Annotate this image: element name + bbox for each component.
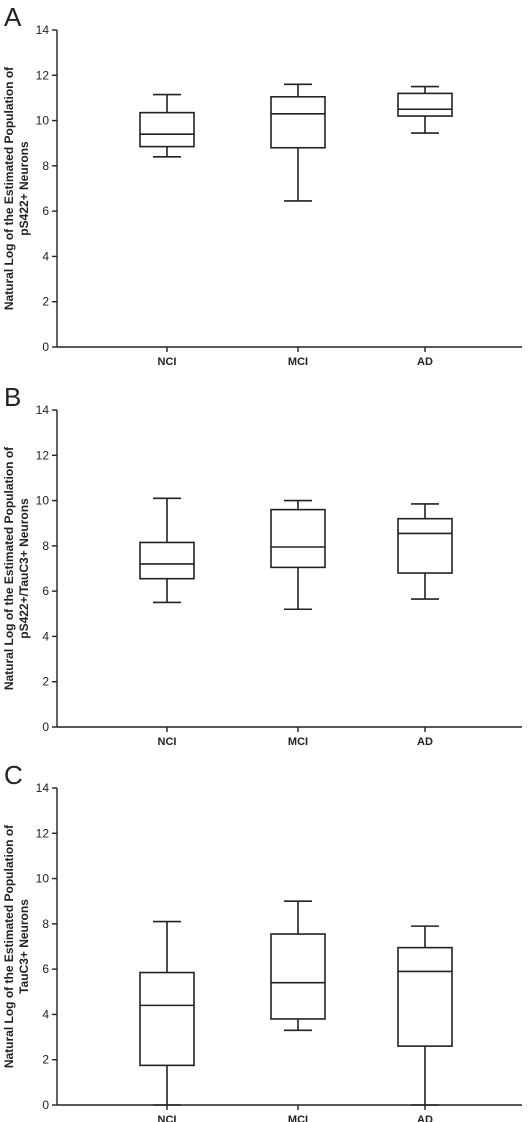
x-category-label: AD	[417, 356, 433, 368]
iqr-box	[270, 95, 326, 149]
x-category-label: MCI	[288, 736, 308, 748]
iqr-box	[397, 517, 453, 574]
y-tick-label: 6	[42, 584, 49, 598]
y-tick-label: 8	[42, 539, 49, 553]
y-tick-label: 8	[42, 917, 49, 931]
box-nci	[139, 497, 195, 604]
chart-panel-c: C Natural Log of the Estimated Population…	[2, 760, 522, 1122]
iqr-box	[139, 111, 195, 148]
x-category-label: MCI	[288, 356, 308, 368]
y-tick-label: 10	[36, 114, 50, 128]
x-category-label: NCI	[158, 1114, 177, 1122]
y-tick-label: 14	[36, 781, 50, 795]
y-tick-label: 14	[36, 23, 50, 37]
y-tick-label: 10	[36, 872, 50, 886]
y-tick-label: 8	[42, 159, 49, 173]
y-tick-label: 2	[42, 295, 49, 309]
y-tick-label: 4	[42, 1007, 49, 1021]
y-axis-title-line: Natural Log of the Estimated Population …	[2, 66, 16, 310]
y-axis-title-line: pS422+/TauC3+ Neurons	[17, 498, 31, 639]
y-tick-label: 12	[36, 68, 50, 82]
box-mci	[270, 499, 326, 611]
x-category-label: NCI	[158, 736, 177, 748]
iqr-box	[270, 508, 326, 569]
y-axis-title-line: Natural Log of the Estimated Population …	[2, 824, 16, 1068]
panel-label: B	[4, 382, 21, 412]
chart-panel-b: B Natural Log of the Estimated Population…	[2, 382, 522, 748]
y-tick-label: 2	[42, 1053, 49, 1067]
panel-label: A	[4, 2, 22, 32]
y-axis-title-line: Natural Log of the Estimated Population …	[2, 446, 16, 690]
box-mci	[270, 900, 326, 1032]
x-category-label: NCI	[158, 356, 177, 368]
y-tick-label: 10	[36, 494, 50, 508]
chart-panel-a: A Natural Log of the Estimated Population…	[2, 2, 522, 368]
box-ad	[397, 503, 453, 600]
iqr-box	[270, 933, 326, 1020]
iqr-box	[397, 946, 453, 1047]
y-tick-label: 4	[42, 249, 49, 263]
y-tick-label: 2	[42, 675, 49, 689]
box-nci	[139, 93, 195, 158]
x-category-label: AD	[417, 1114, 433, 1122]
y-tick-label: 12	[36, 826, 50, 840]
y-tick-label: 0	[42, 340, 49, 354]
y-tick-label: 4	[42, 629, 49, 643]
panel-label: C	[4, 760, 23, 790]
box-ad	[397, 85, 453, 134]
box-ad	[397, 925, 453, 1106]
y-axis-title-line: TauC3+ Neurons	[17, 899, 31, 994]
x-category-label: MCI	[288, 1114, 308, 1122]
y-tick-label: 14	[36, 403, 50, 417]
iqr-box	[139, 541, 195, 580]
box-mci	[270, 83, 326, 202]
y-axis-title-line: pS422+ Neurons	[17, 141, 31, 236]
y-tick-label: 0	[42, 1098, 49, 1112]
box-nci	[139, 920, 195, 1106]
y-tick-label: 12	[36, 448, 50, 462]
iqr-box	[397, 92, 453, 117]
y-tick-label: 6	[42, 962, 49, 976]
y-tick-label: 6	[42, 204, 49, 218]
y-tick-label: 0	[42, 720, 49, 734]
iqr-box	[139, 971, 195, 1067]
x-category-label: AD	[417, 736, 433, 748]
